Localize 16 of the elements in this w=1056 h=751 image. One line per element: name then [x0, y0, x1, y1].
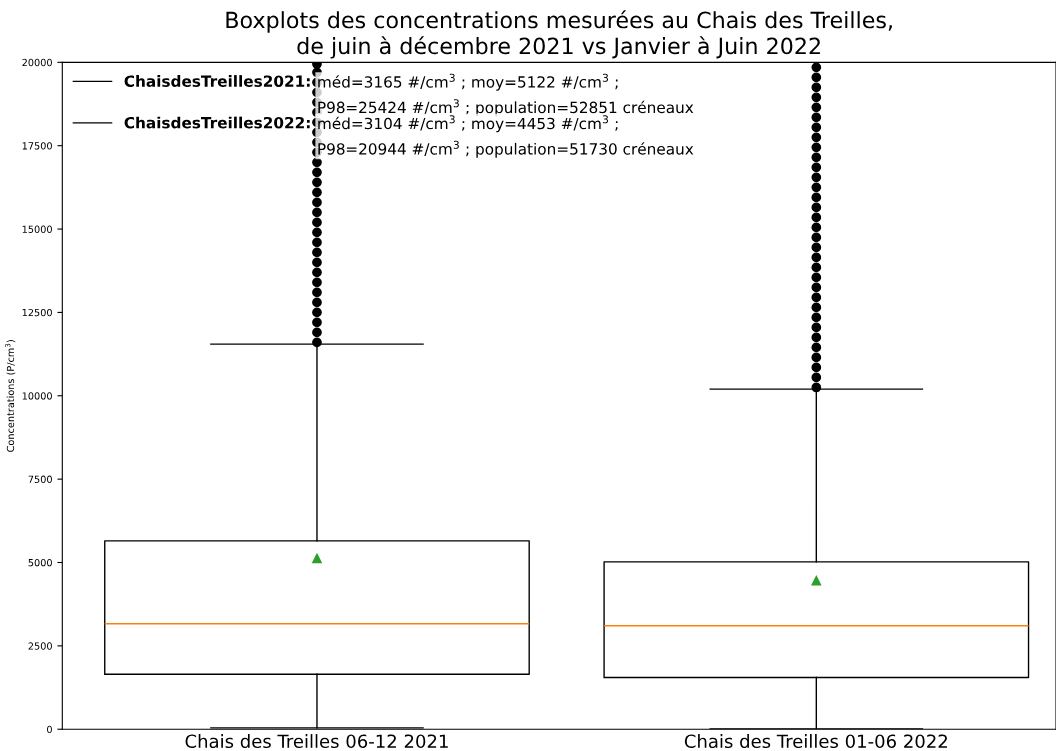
chart-title: Boxplots des concentrations mesurées au Chais des Treilles, de juin à décembre 2021 vs Janvier à Juin 2022: [226, 10, 892, 59]
y-tick-label: 2500: [28, 642, 52, 650]
legend-label: ChaisdesTreilles2021:: [124, 75, 310, 87]
legend-label: ChaisdesTreilles2022:: [124, 116, 310, 129]
text: méd=3104 #/cm$^{3}$ ; moy=4453 #/cm$^{3}$ ; P98=20944 #/cm$^{3}$ ; population=51730 créneaux: [318, 115, 694, 158]
y-tick-label: 12500: [22, 308, 52, 317]
y-tick-label: 0: [47, 725, 52, 734]
x-tick-label: Chais des Treilles 06-12 2021: [185, 734, 448, 749]
y-tick-label: 10000: [22, 392, 52, 400]
y-tick-label: 7500: [28, 475, 52, 483]
y-tick-label: 15000: [22, 225, 52, 233]
y-tick-label: 17500: [22, 142, 52, 150]
x-tick-label: Chais des Treilles 01-06 2022: [684, 734, 947, 749]
y-tick-label: 20000: [22, 58, 52, 67]
y-tick-label: 5000: [28, 558, 52, 567]
y-axis-title: Concentrations (P/cm$^{3}$): [5, 340, 16, 452]
